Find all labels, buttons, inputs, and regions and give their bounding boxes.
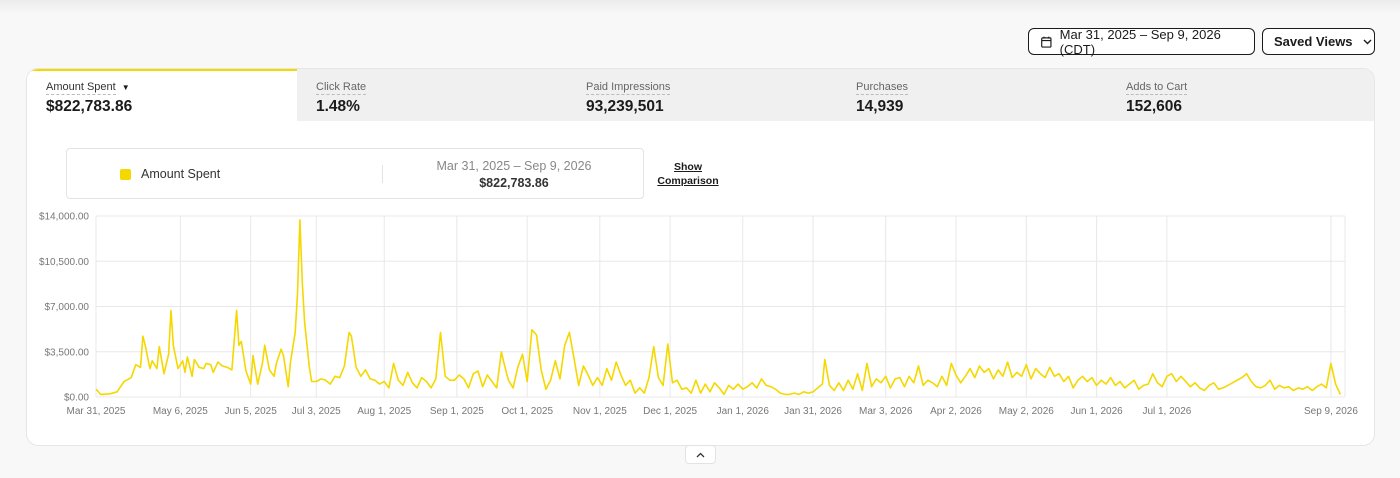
top-shadow [0,0,1400,14]
x-tick-label: Aug 1, 2025 [357,406,411,417]
legend-series-name: Amount Spent [141,167,221,181]
x-tick-label: Sep 1, 2025 [430,406,484,417]
series-line-amount-spent [95,219,1342,396]
tab-purchases[interactable]: Purchases 14,939 [837,69,1107,121]
x-tick-label: Nov 1, 2025 [573,406,627,417]
tab-adds-to-cart[interactable]: Adds to Cart 152,606 [1107,69,1374,121]
x-tick-label: May 2, 2026 [999,406,1054,417]
tab-label: Adds to Cart [1126,81,1188,95]
saved-views-label: Saved Views [1274,34,1353,49]
y-tick-label: $3,500.00 [45,347,90,358]
x-tick-label: Jun 5, 2025 [225,406,278,417]
tab-label: Paid Impressions [586,81,671,95]
tab-value: 1.48% [316,98,360,115]
tab-label: Amount Spent [46,81,116,95]
x-tick-label: Jun 1, 2026 [1070,406,1123,417]
compare-line-1: Show [674,161,702,173]
collapse-button[interactable] [685,445,716,464]
calendar-icon [1041,36,1052,48]
tab-label: Purchases [856,81,908,95]
metric-tabs: Amount Spent ▼ $822,783.86 Click Rate 1.4… [27,69,1374,121]
x-tick-label: Mar 31, 2025 [67,406,126,417]
date-range-label: Mar 31, 2025 – Sep 9, 2026 (CDT) [1059,26,1221,57]
amount-spent-chart: $0.00 $3,500.00 $7,000.00 $10,500.00 $14,000… [39,212,1358,418]
y-tick-label: $0.00 [64,393,89,404]
legend-divider [382,165,383,183]
chart-legend: Amount Spent Mar 31, 2025 – Sep 9, 2026 … [66,148,644,199]
x-tick-label: Jul 1, 2026 [1142,406,1191,417]
x-tick-label: Apr 2, 2026 [930,406,982,417]
tab-amount-spent[interactable]: Amount Spent ▼ $822,783.86 [27,69,297,121]
show-comparison-link[interactable]: Show Comparison [647,160,729,188]
compare-line-2: Comparison [657,175,719,187]
legend-date-range: Mar 31, 2025 – Sep 9, 2026 [436,159,592,173]
chevron-down-icon [1363,39,1372,44]
x-tick-label: Jan 1, 2026 [717,406,770,417]
y-tick-label: $10,500.00 [39,257,89,268]
series-swatch [120,169,131,180]
tab-label: Click Rate [316,81,367,95]
x-tick-label: May 6, 2025 [153,406,208,417]
y-tick-label: $7,000.00 [45,302,90,313]
legend-total: $822,783.86 [479,176,549,190]
tab-paid-impressions[interactable]: Paid Impressions 93,239,501 [567,69,837,121]
x-tick-label: Dec 1, 2025 [643,406,697,417]
x-tick-label: Mar 3, 2026 [859,406,913,417]
chevron-up-icon [696,452,705,457]
x-tick-label: Jul 3, 2025 [292,406,341,417]
saved-views-button[interactable]: Saved Views [1262,28,1375,55]
date-range-button[interactable]: Mar 31, 2025 – Sep 9, 2026 (CDT) [1028,26,1255,57]
x-tick-label: Sep 9, 2026 [1304,406,1358,417]
tab-value: 93,239,501 [586,98,664,115]
metrics-card: Amount Spent ▼ $822,783.86 Click Rate 1.4… [26,68,1375,446]
tab-click-rate[interactable]: Click Rate 1.48% [297,69,567,121]
x-tick-label: Oct 1, 2025 [501,406,553,417]
y-tick-label: $14,000.00 [39,212,89,223]
tab-value: 14,939 [856,98,904,115]
tab-value: $822,783.86 [46,98,133,115]
x-tick-label: Jan 31, 2026 [784,406,842,417]
tab-value: 152,606 [1126,98,1183,115]
caret-down-icon[interactable]: ▼ [121,83,130,92]
